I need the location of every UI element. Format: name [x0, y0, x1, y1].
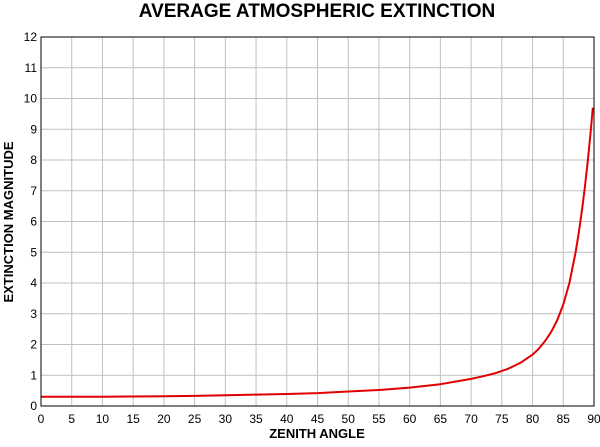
- chart-title: AVERAGE ATMOSPHERIC EXTINCTION: [139, 1, 495, 22]
- x-tick-label: 10: [96, 412, 110, 426]
- x-tick-labels: 0 5 10 15 20 25 30 35 40 45 50 55 60 65 70 75 80 85 90: [38, 412, 600, 426]
- x-tick-label: 65: [434, 412, 448, 426]
- y-tick-label: 8: [30, 153, 37, 167]
- x-tick-label: 20: [157, 412, 171, 426]
- series-line: [41, 107, 594, 398]
- y-tick-label: 11: [25, 61, 38, 75]
- plot-frame: [40, 36, 595, 407]
- y-tick-label: 7: [30, 184, 37, 198]
- x-axis-label: ZENITH ANGLE: [269, 426, 365, 441]
- x-tick-label: 25: [188, 412, 202, 426]
- x-tick-label: 5: [68, 412, 75, 426]
- x-tick-label: 30: [219, 412, 233, 426]
- x-tick-label: 40: [280, 412, 294, 426]
- x-tick-label: 55: [372, 412, 386, 426]
- x-tick-label: 80: [526, 412, 540, 426]
- y-tick-label: 9: [30, 122, 37, 136]
- x-tick-label: 0: [38, 412, 45, 426]
- y-tick-label: 3: [30, 307, 37, 321]
- y-tick-label: 5: [30, 245, 37, 259]
- y-tick-label: 2: [30, 338, 37, 352]
- y-tick-label: 6: [30, 215, 37, 229]
- y-tick-label: 12: [24, 30, 38, 44]
- x-tick-label: 70: [464, 412, 478, 426]
- y-tick-label: 10: [24, 92, 38, 106]
- grid: [40, 36, 595, 407]
- x-tick-label: 50: [342, 412, 356, 426]
- x-tick-label: 45: [311, 412, 325, 426]
- y-tick-label: 1: [30, 368, 37, 382]
- y-tick-label: 4: [30, 276, 37, 290]
- y-tick-label: 0: [30, 399, 37, 413]
- x-tick-label: 75: [495, 412, 509, 426]
- x-tick-label: 60: [403, 412, 417, 426]
- x-tick-label: 15: [126, 412, 140, 426]
- y-axis-label: EXTINCTION MAGNITUDE: [1, 141, 16, 302]
- x-tick-label: 85: [557, 412, 571, 426]
- x-tick-label: 35: [249, 412, 263, 426]
- x-tick-label: 90: [587, 412, 600, 426]
- series-layer: [41, 107, 594, 398]
